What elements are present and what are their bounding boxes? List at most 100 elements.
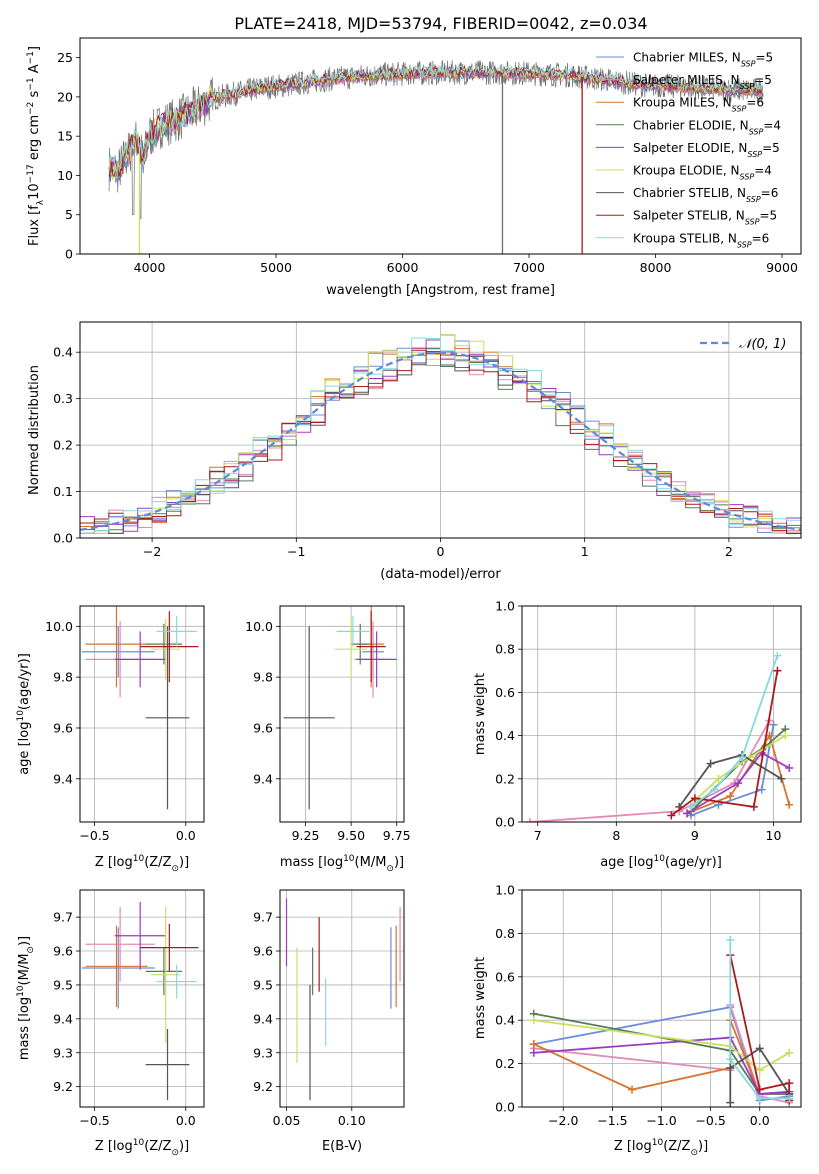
weight-Z-xlabel-part: Z [log — [614, 1139, 652, 1154]
weight_vs_Z-ytick-label: 0.8 — [495, 926, 515, 941]
weight_vs_Z-marker-kroupa_elodie — [755, 1066, 764, 1075]
weight_vs_age-ytick-label: 0.8 — [495, 642, 515, 657]
spectrum-ylabel-part: erg cm — [27, 115, 42, 164]
age-Z-ylabel-part: (age/yr)] — [17, 653, 32, 710]
mass-Z-ylabel-part: ⊙ — [26, 946, 36, 954]
spectrum-ytick-label: 0 — [65, 247, 73, 262]
mass_vs_Z-ytick-label: 9.6 — [53, 944, 73, 959]
weight_vs_age-ytick-label: 0.0 — [495, 815, 515, 830]
spectrum-ylabel-part: Flux [f — [27, 205, 42, 246]
age_vs_mass-ytick-label: 9.4 — [253, 771, 273, 786]
histogram-series-chabrier_stelib — [80, 351, 801, 534]
weight_vs_Z-marker-salpeter_elodie — [529, 1048, 538, 1057]
weight_vs_age-marker-chabrier_stelib — [777, 774, 786, 783]
mass-Z-ylabel-part: mass [log — [17, 997, 32, 1060]
residuals-axes-frame — [79, 321, 802, 539]
mass-Z-xlabel-part: ⊙ — [171, 1148, 179, 1158]
weight-Z-xlabel: Z [log10(Z/Z⊙)] — [614, 1138, 708, 1158]
legend-label-chabrier_elodie: Chabrier ELODIE, NSSP=4 — [633, 118, 781, 136]
mass_vs_ebv-xtick-label: 0.10 — [338, 1113, 366, 1128]
legend-tail: =5 — [755, 51, 773, 65]
weight_vs_age-marker-salpeter_stelib — [773, 666, 782, 675]
weight_vs_age-ytick-label: 0.6 — [495, 685, 515, 700]
legend-tail: =6 — [746, 96, 764, 110]
legend-tail: =4 — [763, 118, 781, 132]
mass_vs_ebv-ytick-label: 9.7 — [253, 910, 273, 925]
residuals-plot-area — [80, 334, 801, 534]
weight_vs_age-marker-kroupa_elodie — [781, 731, 790, 740]
weight_vs_Z-marker-kroupa_stelib — [726, 935, 735, 944]
weight_vs_Z-ytick-label: 0.4 — [495, 1013, 515, 1028]
spectrum-ylabel-part: A — [27, 64, 42, 77]
weight_vs_age-marker-salpeter_miles — [525, 818, 534, 822]
weight_vs_age-marker-kroupa_miles — [785, 800, 794, 809]
weight_vs_Z-line-salpeter_elodie — [533, 1036, 790, 1095]
weight_vs_age-xtick-label: 10 — [766, 828, 782, 843]
weight_vs_Z-marker-kroupa_elodie — [785, 1048, 794, 1057]
legend-subscript: SSP — [740, 172, 755, 181]
mass_vs_ebv-xtick-label: 0.05 — [273, 1113, 301, 1128]
weight_vs_Z-ytick-label: 0.0 — [495, 1100, 515, 1115]
weight_vs_Z-xtick-label: −2.0 — [548, 1113, 578, 1128]
weight_vs_age-line-chabrier_miles — [690, 724, 775, 817]
legend-tail: =5 — [762, 141, 780, 155]
legend-subscript: SSP — [745, 217, 760, 226]
weight_vs_age-marker-salpeter_stelib — [667, 811, 676, 820]
legend-tail: =5 — [759, 209, 777, 223]
weight_vs_Z-line-chabrier_stelib — [729, 1047, 790, 1103]
mass-Z-ylabel-part: (M/M — [17, 954, 32, 986]
weight-age-xlabel-part: (age/yr)] — [665, 855, 722, 870]
legend-subscript: SSP — [747, 149, 762, 158]
age_vs_Z-xtick-label: 0.0 — [176, 828, 196, 843]
weight_vs_age-xtick-label: 9 — [691, 828, 699, 843]
weight_vs_age-marker-kroupa_stelib — [686, 802, 695, 811]
age_vs_mass-xtick-label: 9.75 — [383, 828, 411, 843]
age-Z-xlabel-part: ⊙ — [171, 864, 179, 874]
spectrum-xtick-label: 4000 — [134, 260, 166, 275]
weight_vs_Z-marker-kroupa_stelib — [755, 1094, 764, 1103]
age_vs_Z-ytick-label: 10.0 — [45, 619, 73, 634]
weight_vs_Z-marker-salpeter_stelib — [785, 1079, 794, 1088]
residuals-ytick-label: 0.2 — [53, 438, 73, 453]
weight-Z-xlabel-part: )] — [698, 1139, 708, 1154]
weight_vs_Z-xtick-label: 0.0 — [750, 1113, 770, 1128]
residuals-xtick-label: 2 — [725, 544, 733, 559]
weight_vs_age-line-chabrier_stelib — [678, 754, 782, 808]
mass_vs_Z-xtick-label: 0.0 — [176, 1113, 196, 1128]
legend-subscript: SSP — [737, 240, 752, 249]
legend-tail: =5 — [754, 73, 772, 87]
legend-tail: =4 — [754, 164, 772, 178]
spectrum-ytick-label: 15 — [57, 129, 73, 144]
mass_vs_ebv-ytick-label: 9.5 — [253, 977, 273, 992]
weight_vs_age-axes-frame — [521, 605, 802, 823]
histogram-ylabel: Normed distribution — [27, 365, 42, 495]
weight_vs_age-marker-kroupa_stelib — [738, 753, 747, 762]
legend-label-kroupa_elodie: Kroupa ELODIE, NSSP=4 — [633, 164, 772, 182]
age_vs_mass-ytick-label: 9.6 — [253, 720, 273, 735]
weight_vs_age-marker-salpeter_stelib — [690, 794, 699, 803]
legend-text: Salpeter MILES, N — [633, 73, 740, 87]
weight_vs_Z-axes-frame — [521, 889, 802, 1108]
residuals-ytick-label: 0.4 — [53, 345, 73, 360]
weight-Z-xlabel-part: (Z/Z — [663, 1139, 690, 1154]
weight_vs_age-marker-chabrier_miles — [769, 720, 778, 729]
weight_vs_age-ytick-label: 0.4 — [495, 728, 515, 743]
legend-label-salpeter_elodie: Salpeter ELODIE, NSSP=5 — [633, 141, 780, 159]
residuals-xtick-label: 0 — [437, 544, 445, 559]
mass_vs_Z-ytick-label: 9.4 — [53, 1011, 73, 1026]
age-mass-xlabel-part: 10 — [343, 854, 355, 864]
weight-age-xlabel-part: 10 — [653, 854, 665, 864]
age-Z-ylabel-part: 10 — [16, 710, 26, 722]
mass_vs_Z-plot-area — [81, 901, 199, 1101]
age_vs_mass-xtick-label: 9.50 — [337, 828, 365, 843]
legend-label-chabrier_stelib: Chabrier STELIB, NSSP=6 — [633, 186, 778, 204]
legend-text: Chabrier MILES, N — [633, 51, 741, 65]
mass-Z-ylabel-part: )] — [17, 936, 32, 946]
age-Z-xlabel-part: Z [log — [95, 855, 133, 870]
legend-text: Chabrier ELODIE, N — [633, 118, 749, 132]
weight-Z-xlabel-part: ⊙ — [690, 1148, 698, 1158]
spectrum-ytick-label: 25 — [57, 50, 73, 65]
weight_vs_age-line-kroupa_elodie — [694, 734, 786, 802]
age-Z-xlabel-part: (Z/Z — [144, 855, 171, 870]
legend-tail: =6 — [761, 186, 779, 200]
